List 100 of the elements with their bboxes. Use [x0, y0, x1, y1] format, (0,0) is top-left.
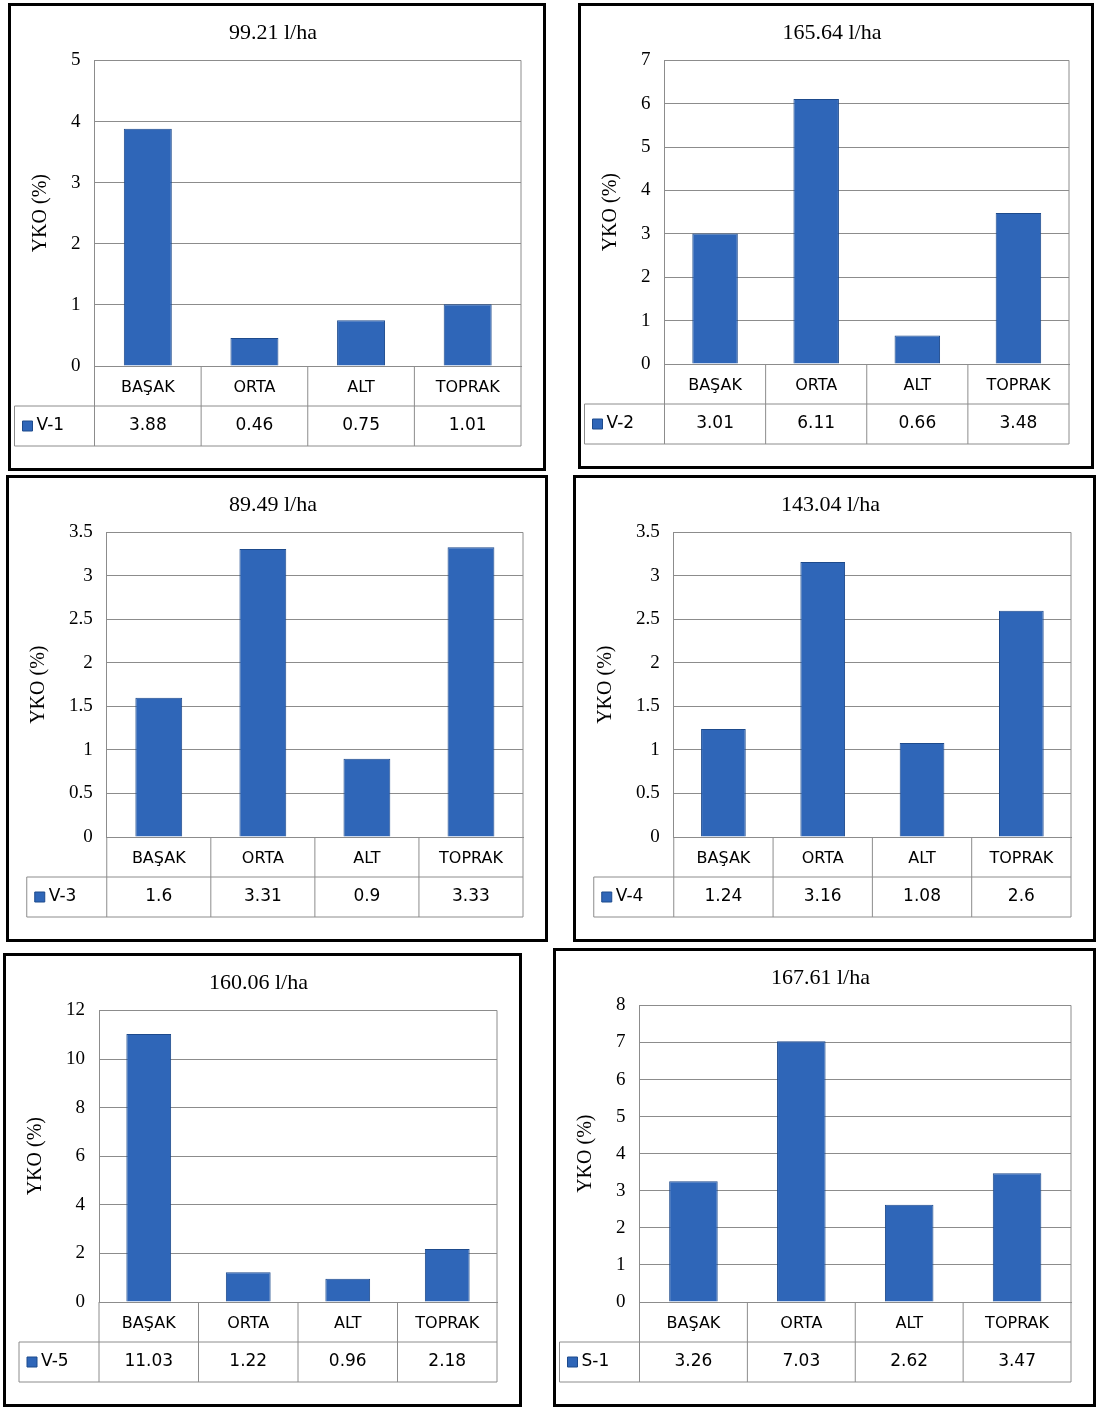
y-tick-label: 4 — [71, 109, 81, 131]
y-tick-label: 6 — [75, 1144, 85, 1166]
x-tick-label: ALT — [353, 847, 381, 867]
x-tick-label: ORTA — [801, 847, 844, 867]
x-tick-label: ALT — [334, 1312, 362, 1332]
y-tick-label: 0 — [75, 1289, 85, 1311]
y-tick-label: 0 — [616, 1289, 626, 1311]
x-tick-label: ALT — [347, 376, 375, 396]
y-tick-label: 3.5 — [69, 520, 93, 542]
y-tick-label: 7 — [641, 48, 651, 70]
data-label: 7.03 — [782, 1350, 821, 1371]
y-tick-label: 4 — [75, 1192, 86, 1214]
data-label: 2.18 — [428, 1350, 467, 1371]
data-label: 6.11 — [797, 412, 836, 433]
legend-label: V-1 — [36, 414, 65, 435]
y-tick-label: 0 — [83, 824, 93, 846]
x-tick-label: TOPRAK — [414, 1312, 480, 1332]
x-tick-label: ORTA — [241, 847, 284, 867]
y-tick-label: 1.5 — [636, 694, 660, 716]
y-tick-label: 4 — [616, 1141, 626, 1163]
x-tick-label: ORTA — [227, 1312, 270, 1332]
x-tick-label: BAŞAK — [131, 847, 187, 867]
y-tick-label: 4 — [641, 178, 651, 200]
y-tick-label: 2.5 — [69, 607, 93, 629]
y-tick-label: 2 — [83, 650, 93, 672]
y-axis-title: YKO (%) — [593, 645, 617, 724]
x-tick-label: BAŞAK — [696, 847, 751, 867]
y-tick-label: 0.5 — [636, 781, 660, 803]
y-tick-label: 3 — [650, 563, 660, 585]
y-axis-title: YKO (%) — [573, 1114, 597, 1193]
legend-label: V-5 — [41, 1350, 69, 1371]
y-tick-label: 6 — [616, 1067, 626, 1089]
chart-title: 165.64 l/ha — [782, 18, 882, 44]
x-tick-label: TOPRAK — [434, 376, 501, 396]
y-tick-label: 2 — [616, 1215, 626, 1237]
y-tick-label: 3 — [641, 221, 651, 243]
x-tick-label: TOPRAK — [988, 847, 1054, 867]
y-tick-label: 3 — [71, 170, 81, 192]
y-tick-label: 8 — [616, 993, 626, 1015]
y-tick-label: 0 — [650, 824, 660, 846]
x-tick-label: ALT — [895, 1312, 924, 1332]
chart-title: 143.04 l/ha — [781, 490, 881, 516]
data-label: 3.48 — [999, 412, 1038, 433]
chart-title: 167.61 l/ha — [771, 963, 871, 989]
y-tick-label: 5 — [71, 48, 81, 70]
x-tick-label: TOPRAK — [985, 374, 1051, 394]
y-tick-label: 3.5 — [636, 520, 660, 542]
data-label: 3.16 — [803, 885, 842, 906]
data-label: 3.47 — [998, 1350, 1036, 1371]
y-tick-label: 6 — [641, 91, 651, 113]
y-tick-label: 1 — [71, 292, 81, 314]
y-tick-label: 12 — [66, 998, 85, 1020]
y-axis-title: YKO (%) — [26, 645, 50, 724]
data-label: 0.46 — [235, 414, 274, 435]
legend-label: V-3 — [48, 885, 77, 906]
y-tick-label: 2 — [641, 265, 651, 287]
data-label: 3.01 — [696, 412, 734, 433]
y-tick-label: 2 — [71, 231, 81, 253]
x-tick-label: ALT — [903, 374, 932, 394]
chart-title: 99.21 l/ha — [229, 18, 318, 44]
y-tick-label: 1 — [641, 308, 651, 330]
data-label: 1.22 — [229, 1350, 268, 1371]
y-tick-label: 2 — [75, 1241, 85, 1263]
y-tick-label: 2 — [650, 650, 660, 672]
legend-label: S-1 — [581, 1350, 610, 1371]
y-tick-label: 7 — [616, 1030, 626, 1052]
y-axis-title: YKO (%) — [598, 173, 622, 252]
y-tick-label: 1 — [83, 737, 93, 759]
legend-label: V-4 — [615, 885, 644, 906]
x-tick-label: BAŞAK — [121, 1312, 177, 1332]
data-label: 0.96 — [328, 1350, 367, 1371]
x-tick-label: ORTA — [795, 374, 838, 394]
y-tick-label: 0 — [641, 351, 651, 373]
data-label: 11.03 — [124, 1350, 174, 1371]
x-tick-label: BAŞAK — [666, 1312, 721, 1332]
y-tick-label: 8 — [75, 1095, 85, 1117]
data-label: 0.9 — [353, 885, 381, 906]
data-label: 1.24 — [704, 885, 743, 906]
y-tick-label: 0.5 — [69, 781, 93, 803]
x-tick-label: ALT — [908, 847, 936, 867]
y-tick-label: 2.5 — [636, 607, 660, 629]
data-label: 1.01 — [448, 414, 487, 435]
y-tick-label: 1 — [616, 1252, 626, 1274]
y-tick-label: 5 — [641, 135, 651, 157]
y-tick-label: 0 — [71, 353, 81, 375]
x-tick-label: ORTA — [780, 1312, 823, 1332]
data-label: 3.26 — [674, 1350, 713, 1371]
x-tick-label: BAŞAK — [120, 376, 176, 396]
x-tick-label: BAŞAK — [688, 374, 743, 394]
chart-title: 160.06 l/ha — [209, 968, 309, 994]
data-label: 1.08 — [903, 885, 941, 906]
data-label: 3.31 — [243, 885, 282, 906]
data-label: 0.66 — [898, 412, 937, 433]
chart-title: 89.49 l/ha — [229, 490, 318, 516]
data-label: 2.6 — [1007, 885, 1035, 906]
y-tick-label: 10 — [66, 1046, 85, 1068]
y-axis-title: YKO (%) — [28, 174, 52, 253]
y-tick-label: 3 — [616, 1178, 626, 1200]
x-tick-label: TOPRAK — [438, 847, 504, 867]
y-tick-label: 1.5 — [69, 694, 93, 716]
